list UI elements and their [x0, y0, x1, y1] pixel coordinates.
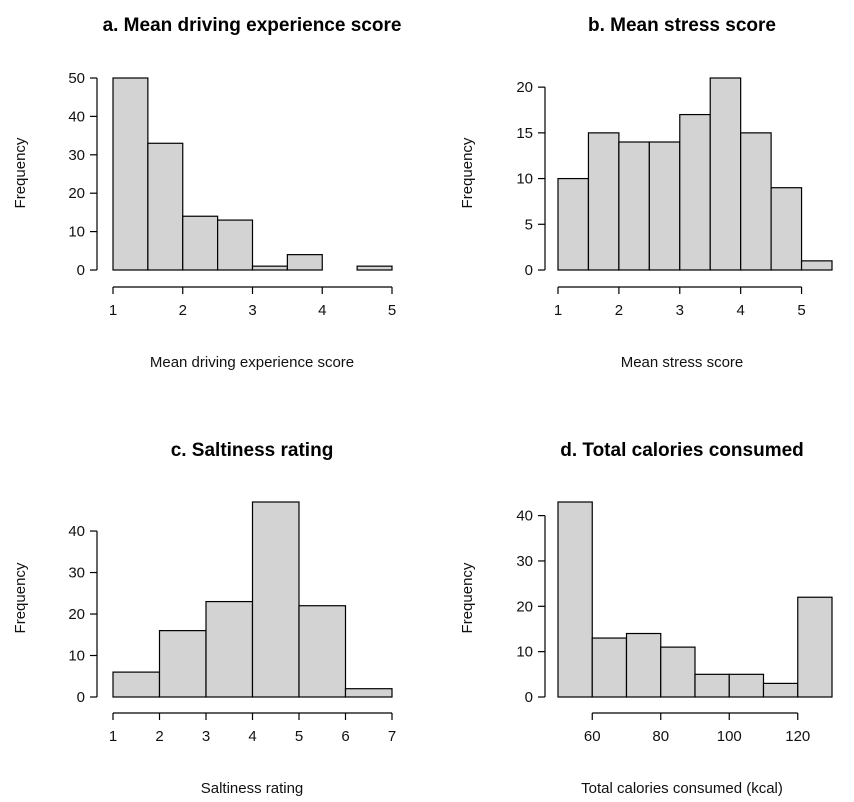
y-tick-label: 5	[525, 216, 533, 233]
histogram-bar	[112, 77, 149, 271]
histogram-bar	[679, 113, 711, 271]
y-tick-label: 10	[516, 644, 533, 661]
y-tick-label: 15	[516, 125, 533, 142]
x-tick-label: 7	[388, 728, 396, 745]
histogram-bar	[147, 142, 184, 271]
x-tick-label: 100	[717, 728, 742, 745]
histogram-bar	[740, 132, 772, 271]
y-axis-label: Frequency	[459, 137, 476, 208]
histogram-bar	[770, 187, 803, 271]
x-axis-label: Mean driving experience score	[150, 354, 354, 371]
histogram-bar	[694, 673, 730, 698]
histogram-bar	[251, 501, 300, 698]
y-tick-label: 40	[68, 523, 85, 540]
histogram-bar	[587, 132, 620, 271]
histogram-bar	[217, 219, 254, 271]
x-tick-label: 4	[736, 302, 744, 319]
panel-title: c. Saltiness rating	[171, 440, 334, 461]
panel-title: a. Mean driving experience score	[103, 15, 402, 36]
y-axis-label: Frequency	[12, 137, 29, 208]
histogram-bar	[205, 600, 254, 698]
y-tick-label: 20	[68, 606, 85, 623]
y-tick-label: 0	[525, 689, 533, 706]
x-tick-label: 2	[155, 728, 163, 745]
x-tick-label: 6	[341, 728, 349, 745]
y-tick-label: 30	[516, 553, 533, 570]
x-tick-label: 3	[248, 302, 256, 319]
x-tick-label: 4	[318, 302, 326, 319]
y-tick-label: 10	[68, 224, 85, 241]
histogram-bar	[728, 673, 765, 698]
x-tick-label: 1	[109, 302, 117, 319]
y-tick-label: 10	[68, 648, 85, 665]
histogram-bar	[158, 630, 207, 698]
histogram-bar	[356, 265, 393, 271]
x-tick-label: 3	[676, 302, 684, 319]
histogram-bar	[557, 501, 593, 698]
histogram-bar	[762, 682, 799, 698]
y-tick-label: 0	[77, 689, 85, 706]
panel-title: d. Total calories consumed	[560, 440, 804, 461]
y-tick-label: 10	[516, 171, 533, 188]
histogram-bar	[112, 671, 161, 698]
histogram-bar	[660, 646, 696, 698]
histogram-bar	[344, 688, 393, 698]
histogram-bar	[797, 596, 833, 698]
x-tick-label: 2	[179, 302, 187, 319]
panel-title: b. Mean stress score	[588, 15, 776, 36]
histogram-bar	[298, 605, 347, 698]
y-tick-label: 40	[516, 508, 533, 525]
panel-a: a. Mean driving experience score Frequen…	[12, 15, 401, 371]
histogram-bar	[800, 260, 833, 271]
y-tick-label: 20	[516, 598, 533, 615]
x-tick-label: 120	[785, 728, 810, 745]
histogram-bar	[648, 141, 681, 271]
y-axis-label: Frequency	[12, 562, 29, 633]
histogram-bar	[709, 77, 742, 271]
histogram-bar	[625, 632, 662, 698]
y-tick-label: 20	[516, 79, 533, 96]
x-tick-label: 5	[797, 302, 805, 319]
y-tick-label: 50	[68, 70, 85, 87]
x-tick-label: 1	[554, 302, 562, 319]
panel-b: b. Mean stress score Frequency Mean stre…	[459, 15, 833, 371]
histogram-bar	[591, 637, 628, 698]
x-tick-label: 60	[584, 728, 601, 745]
x-axis-label: Total calories consumed (kcal)	[581, 780, 783, 797]
panel-d: d. Total calories consumed Frequency Tot…	[459, 440, 833, 797]
y-tick-label: 40	[68, 108, 85, 125]
x-tick-label: 4	[248, 728, 256, 745]
y-tick-label: 0	[77, 262, 85, 279]
y-tick-label: 0	[525, 262, 533, 279]
histogram-bar	[251, 265, 288, 271]
histogram-bar	[286, 254, 323, 271]
x-tick-label: 5	[388, 302, 396, 319]
histogram-bar	[557, 177, 590, 271]
y-axis-label: Frequency	[459, 562, 476, 633]
x-tick-label: 3	[202, 728, 210, 745]
x-axis-label: Saltiness rating	[201, 780, 304, 797]
y-tick-label: 30	[68, 147, 85, 164]
x-tick-label: 5	[295, 728, 303, 745]
x-tick-label: 80	[652, 728, 669, 745]
y-tick-label: 20	[68, 185, 85, 202]
histogram-bar	[618, 141, 650, 271]
histogram-bar	[182, 215, 219, 271]
x-tick-label: 1	[109, 728, 117, 745]
x-axis-label: Mean stress score	[621, 354, 744, 371]
x-tick-label: 2	[615, 302, 623, 319]
y-tick-label: 30	[68, 565, 85, 582]
panel-c: c. Saltiness rating Frequency Saltiness …	[12, 440, 396, 797]
